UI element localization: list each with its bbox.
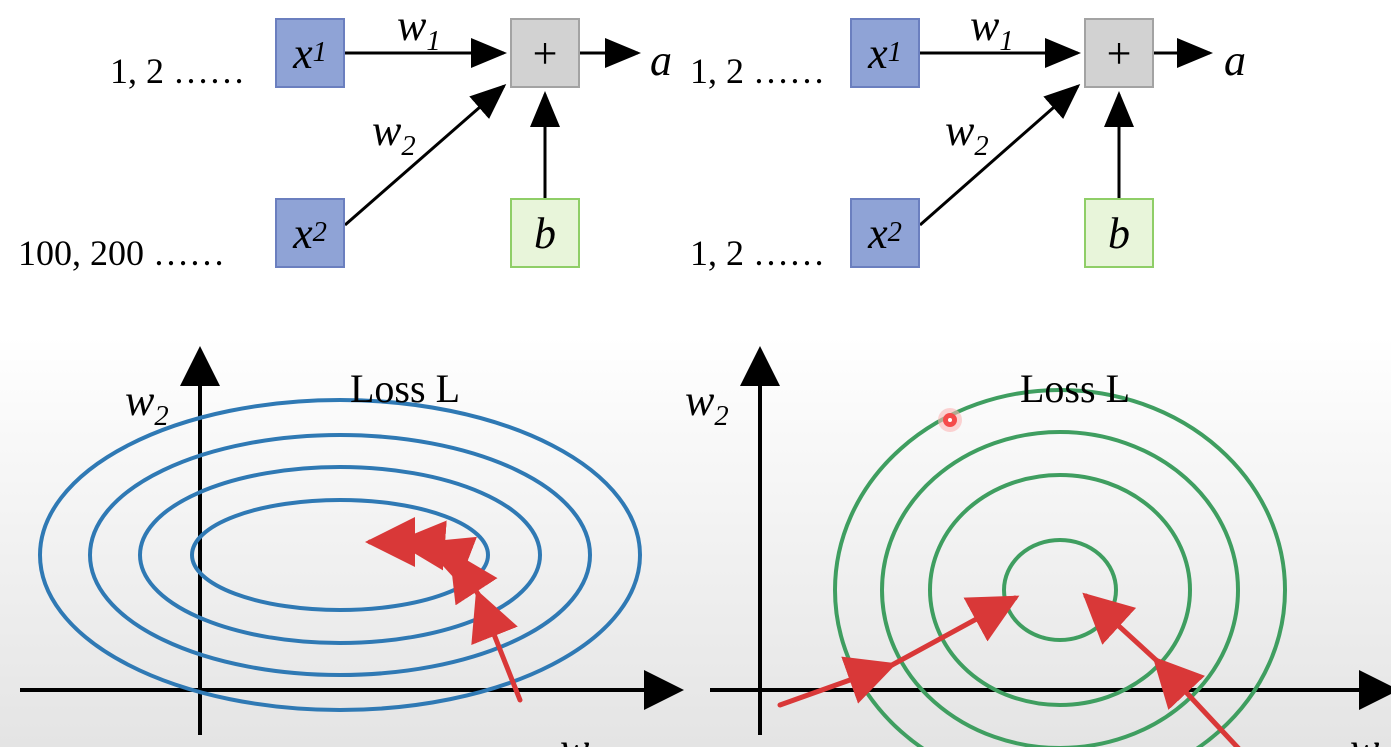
gradient-step-0 — [780, 665, 892, 705]
b-label: b — [534, 208, 556, 259]
loss-surface-right: Loss L w2 w — [660, 330, 1391, 747]
a-label: a — [650, 35, 672, 86]
range2-text: 100, 200 …… — [18, 232, 225, 274]
range1-text: 1, 2 …… — [110, 50, 245, 92]
contour-1 — [882, 432, 1238, 747]
loss-title: Loss L — [350, 365, 460, 412]
y-axis-var: w — [125, 376, 154, 425]
laser-dot-core — [948, 418, 952, 422]
x2-node: x2 — [275, 198, 345, 268]
x2-sub: 2 — [313, 217, 327, 249]
y-axis-sub: 2 — [154, 401, 168, 432]
x2-var: x — [293, 208, 313, 259]
contour-0 — [40, 400, 640, 710]
w2-var: w — [945, 106, 974, 155]
w2-label: w2 — [372, 105, 416, 163]
range2-text: 1, 2 …… — [690, 232, 825, 274]
y-axis-var: w — [685, 376, 714, 425]
x-axis-var: w — [1350, 724, 1379, 747]
plus-label: + — [533, 28, 558, 79]
gradient-step-2 — [1156, 660, 1240, 747]
plus-label: + — [1107, 28, 1132, 79]
contour-1 — [90, 435, 590, 675]
y-axis-label: w2 — [125, 375, 169, 433]
gradient-step-3 — [400, 542, 426, 544]
w1-label: w1 — [970, 0, 1014, 58]
w1-sub: 1 — [999, 26, 1013, 57]
x1-sub: 1 — [888, 37, 902, 69]
x1-var: x — [868, 28, 888, 79]
w1-sub: 1 — [426, 26, 440, 57]
x2-node: x2 — [850, 198, 920, 268]
arrow-x2_to_plus — [920, 86, 1078, 225]
x-axis-label: w — [1350, 723, 1379, 747]
x2-sub: 2 — [888, 217, 902, 249]
arrow-x2_to_plus — [345, 86, 504, 225]
w2-var: w — [372, 106, 401, 155]
x1-node: x1 — [850, 18, 920, 88]
w2-label: w2 — [945, 105, 989, 163]
x-axis-label: w — [560, 723, 589, 747]
b-node: b — [510, 198, 580, 268]
loss-title: Loss L — [1020, 365, 1130, 412]
contour-3 — [192, 500, 488, 610]
plus-node: + — [510, 18, 580, 88]
x1-var: x — [293, 28, 313, 79]
y-axis-sub: 2 — [714, 401, 728, 432]
x1-sub: 1 — [313, 37, 327, 69]
x2-var: x — [868, 208, 888, 259]
w2-sub: 2 — [974, 131, 988, 162]
b-label: b — [1108, 208, 1130, 259]
w2-sub: 2 — [401, 131, 415, 162]
neuron-diagram-right: x1 x2 + b 1, 2 …… 1, 2 …… w1 w2 a — [700, 0, 1391, 320]
x1-node: x1 — [275, 18, 345, 88]
x-axis-var: w — [560, 724, 589, 747]
contour-0 — [835, 390, 1285, 747]
w1-var: w — [397, 1, 426, 50]
contour-3 — [1004, 540, 1116, 640]
loss-surface-left: Loss L w2 w — [0, 330, 700, 747]
gradient-step-2 — [426, 544, 452, 554]
neuron-diagram-left: x1 x2 + b 1, 2 …… 100, 200 …… w1 w2 a — [0, 0, 700, 320]
range1-text: 1, 2 …… — [690, 50, 825, 92]
w1-label: w1 — [397, 0, 441, 58]
b-node: b — [1084, 198, 1154, 268]
contour-2 — [930, 475, 1190, 705]
w1-var: w — [970, 1, 999, 50]
plus-node: + — [1084, 18, 1154, 88]
y-axis-label: w2 — [685, 375, 729, 433]
a-label: a — [1224, 35, 1246, 86]
